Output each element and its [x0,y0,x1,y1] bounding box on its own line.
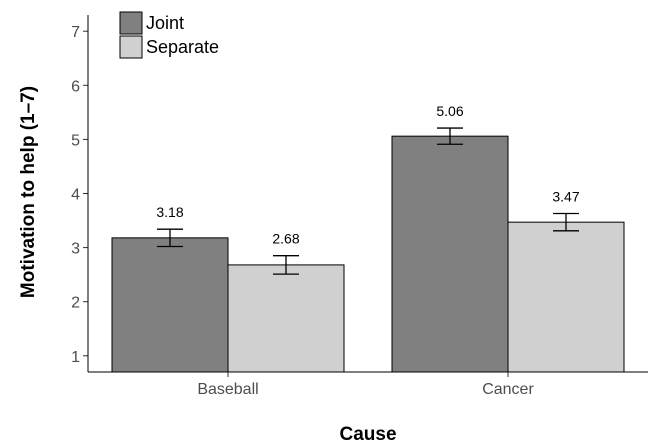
x-axis-ticks: Baseball Cancer [197,372,534,398]
bar [391,135,509,373]
bar [507,221,625,373]
legend: Joint Separate [119,11,219,59]
data-labels: 3.18 2.68 5.06 3.47 [156,103,579,247]
bar [111,237,229,373]
data-label: 5.06 [436,103,463,119]
y-tick-label: 6 [71,78,80,95]
x-tick-label: Baseball [197,381,258,398]
y-tick-label: 2 [71,295,80,312]
y-tick-label: 3 [71,241,80,258]
y-tick-label: 4 [71,187,80,204]
y-tick-label: 7 [71,24,80,41]
y-tick-label: 1 [71,349,80,366]
y-tick-label: 5 [71,132,80,149]
legend-label: Separate [146,37,219,57]
legend-swatch [119,35,143,59]
legend-label: Joint [146,13,184,33]
y-axis-title: Motivation to help (1–7) [18,86,39,298]
bar [227,264,345,373]
data-label: 3.18 [156,204,183,220]
y-axis-ticks: 1 2 3 4 5 6 7 [71,24,88,366]
x-axis-title: Cause [339,424,396,444]
x-tick-label: Cancer [482,381,534,398]
error-bars [157,127,579,275]
data-label: 2.68 [272,231,299,247]
data-label: 3.47 [552,189,579,205]
legend-swatch [119,11,143,35]
bars [111,135,625,373]
